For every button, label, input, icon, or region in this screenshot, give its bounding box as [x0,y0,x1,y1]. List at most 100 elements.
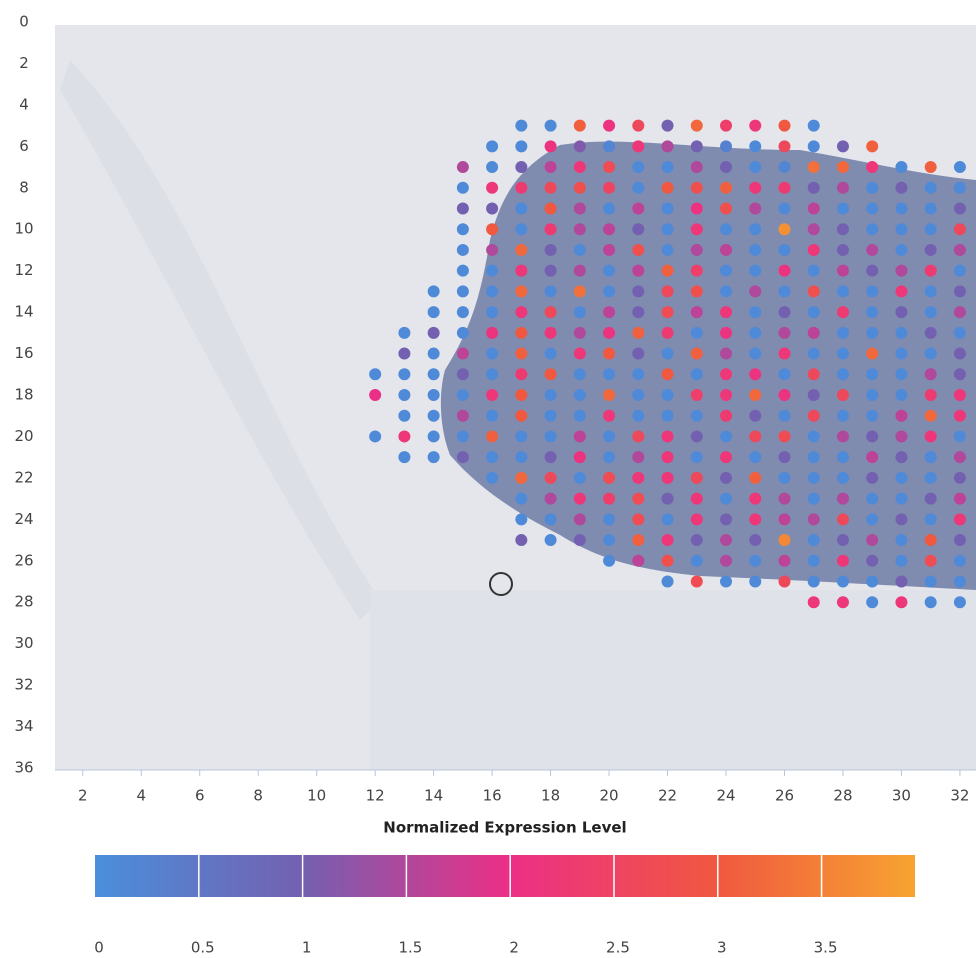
y-tick-label: 6 [19,137,29,155]
spot [574,430,586,442]
spot [545,182,557,194]
spot [632,451,644,463]
spot [866,513,878,525]
spot [749,327,761,339]
spot [749,389,761,401]
spot [837,472,849,484]
spot [895,182,907,194]
spot [866,389,878,401]
spot [632,348,644,360]
spot [866,596,878,608]
spot [486,348,498,360]
spot [925,430,937,442]
spot [457,306,469,318]
spot [925,534,937,546]
spot [691,451,703,463]
spot [837,596,849,608]
spot [720,203,732,215]
spot [720,513,732,525]
spot [486,285,498,297]
spot [808,140,820,152]
spot [662,451,674,463]
spot [662,430,674,442]
spot [603,368,615,380]
spot [515,140,527,152]
spot [486,306,498,318]
spot [691,555,703,567]
spot [866,306,878,318]
spot [925,555,937,567]
spot [603,472,615,484]
spot [954,182,966,194]
spot [925,244,937,256]
spot [749,161,761,173]
spot [808,596,820,608]
spot [925,576,937,588]
spot [486,265,498,277]
spot [662,182,674,194]
spot [720,327,732,339]
spot [778,451,790,463]
spot [545,348,557,360]
spot [662,368,674,380]
spot [632,161,644,173]
spot [691,140,703,152]
spot [691,285,703,297]
spot [662,285,674,297]
spot [515,472,527,484]
spot [837,203,849,215]
spot [632,493,644,505]
spot [808,534,820,546]
spot [749,306,761,318]
y-tick-label: 28 [14,593,33,611]
y-tick-label: 10 [14,220,33,238]
spot [866,265,878,277]
spot [895,203,907,215]
spot [895,555,907,567]
y-tick-label: 30 [14,634,33,652]
spot [749,534,761,546]
y-tick-label: 20 [14,427,33,445]
y-tick-label: 22 [14,468,33,486]
spot [925,265,937,277]
spot [603,555,615,567]
spot [398,410,410,422]
spot [837,140,849,152]
spot [486,161,498,173]
spot [837,368,849,380]
spot [866,576,878,588]
spot [457,203,469,215]
spot [808,306,820,318]
spot [545,265,557,277]
colorbar-tick-label: 3.5 [814,939,838,957]
spot [398,368,410,380]
spot [515,182,527,194]
spot [866,430,878,442]
spot [895,534,907,546]
spot [545,493,557,505]
spot [691,327,703,339]
spot [837,555,849,567]
spot [778,182,790,194]
spot [545,120,557,132]
spot [662,493,674,505]
spot [691,161,703,173]
spot [428,327,440,339]
x-tick-label: 26 [775,787,794,805]
spot [925,410,937,422]
spot [632,389,644,401]
spot [808,244,820,256]
spot [398,430,410,442]
spot [515,306,527,318]
spot [954,451,966,463]
spot [632,140,644,152]
spot [808,327,820,339]
y-tick-label: 26 [14,551,33,569]
y-tick-label: 8 [19,178,29,196]
spot [749,120,761,132]
spot [720,451,732,463]
spot [720,493,732,505]
spot [866,327,878,339]
spot [778,306,790,318]
spot [632,120,644,132]
